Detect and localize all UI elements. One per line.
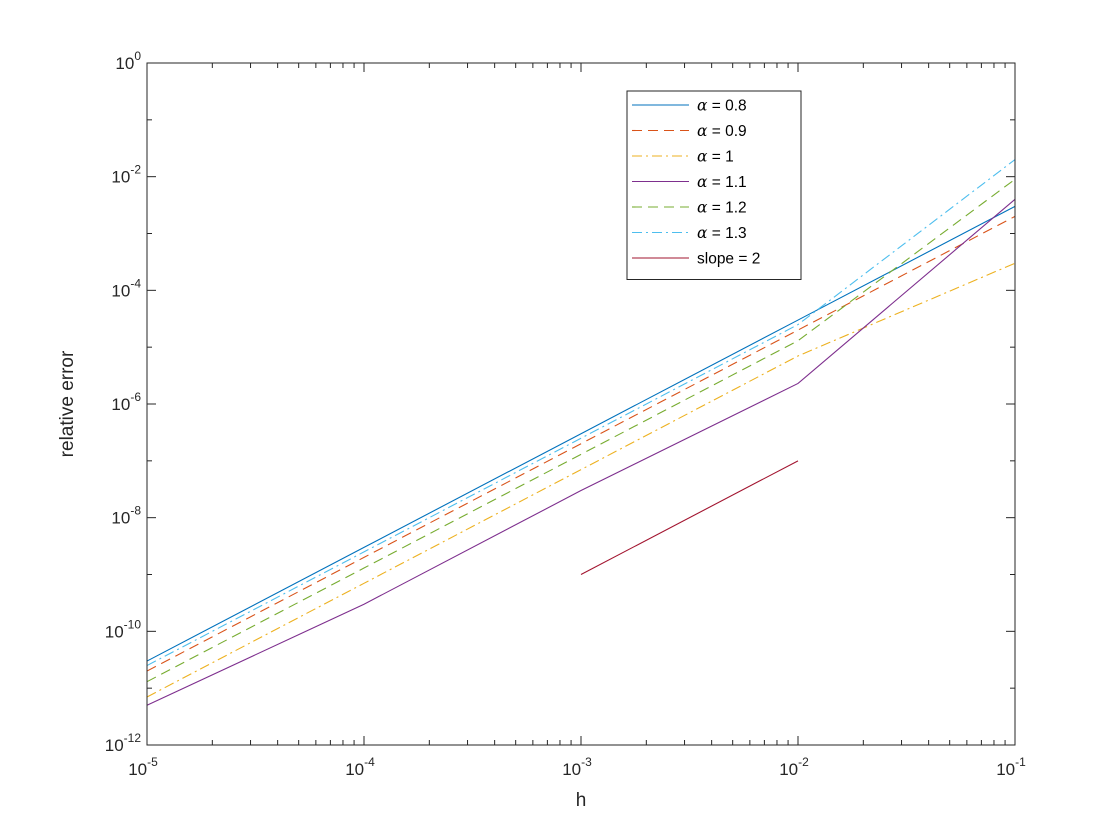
- x-tick-label: 10-3: [562, 755, 592, 779]
- series-line-0: [146, 205, 1016, 662]
- plot-area: [147, 63, 1015, 745]
- legend-label-5: α = 1.3: [697, 224, 747, 242]
- legend-label-3: α = 1.1: [697, 173, 747, 191]
- y-tick-label: 10-4: [111, 276, 141, 300]
- legend-label-1: α = 0.9: [697, 122, 747, 140]
- axes-layer: 10-5 10-4 10-3 10-2 10-1 10-12 10-10 10-8 10-6 10…: [105, 49, 1026, 779]
- series-layer: [146, 159, 1016, 706]
- series-line-3: [146, 198, 1016, 706]
- legend-box: [626, 90, 802, 280]
- y-tick-label: 100: [115, 49, 141, 73]
- x-tick-label: 10-4: [345, 755, 375, 779]
- legend: α = 0.8 α = 0.9 α = 1 α = 1.1 α = 1.2 α = 1.3…: [626, 90, 802, 280]
- y-tick-label: 10-10: [105, 617, 142, 641]
- y-tick-label: 10-2: [111, 163, 141, 187]
- y-axis-label: relative error: [57, 350, 78, 457]
- series-line-1: [146, 215, 1016, 672]
- legend-label-2: α = 1: [697, 148, 734, 166]
- x-tick-label: 10-2: [779, 755, 809, 779]
- y-tick-label: 10-12: [105, 731, 142, 755]
- x-tick-label: 10-5: [128, 755, 158, 779]
- legend-label-0: α = 0.8: [697, 97, 747, 115]
- series-line-6: [580, 460, 799, 575]
- y-tick-label: 10-6: [111, 390, 141, 414]
- series-line-4: [146, 178, 1016, 683]
- x-tick-label: 10-1: [996, 755, 1026, 779]
- legend-label-6: slope = 2: [697, 251, 760, 268]
- x-axis-label: h: [576, 790, 587, 811]
- y-tick-label: 10-8: [111, 504, 141, 528]
- series-line-2: [146, 262, 1016, 698]
- series-line-5: [146, 159, 1016, 667]
- legend-label-4: α = 1.2: [697, 199, 747, 217]
